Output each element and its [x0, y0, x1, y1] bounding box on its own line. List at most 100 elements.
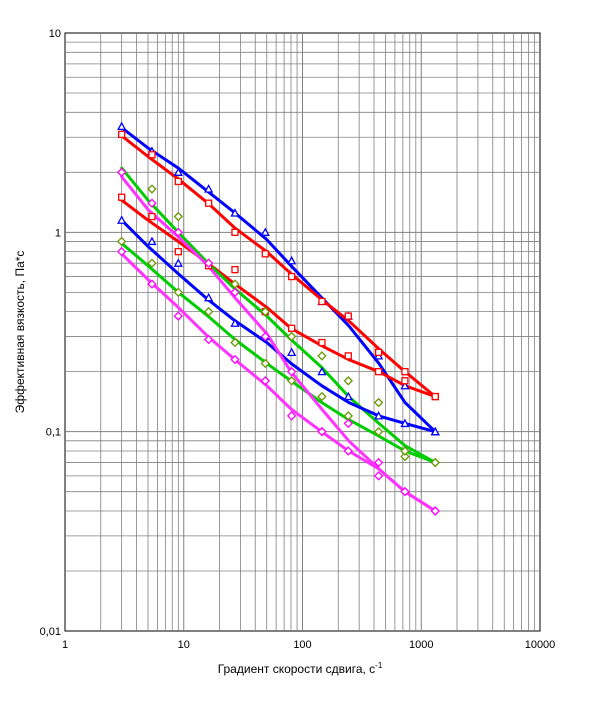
data-point-series-1 [173, 167, 183, 176]
x-tick-labels: 1 10 100 1000 10000 [62, 639, 555, 651]
data-point-series-4 [286, 331, 297, 342]
data-point-series-2 [261, 250, 269, 258]
data-point-series-2 [287, 272, 296, 281]
data-point-series-5 [173, 258, 183, 267]
data-point-series-3 [344, 352, 352, 360]
data-point-series-8 [343, 446, 354, 456]
data-point-series-7 [343, 418, 354, 429]
data-point-series-4 [173, 211, 184, 222]
data-point-series-5 [117, 215, 127, 224]
data-point-series-2 [401, 368, 409, 376]
x-tick-label: 1000 [409, 639, 433, 651]
series-line-2 [120, 134, 437, 399]
data-point-series-7 [286, 366, 297, 377]
data-point-series-7 [230, 287, 240, 298]
data-point-series-8 [430, 506, 440, 516]
data-point-series-7 [260, 331, 271, 342]
x-tick-label: 100 [293, 639, 311, 651]
x-axis-title: Градиент скорости сдвига, с-1 [218, 661, 383, 676]
y-tick-label: 0,01 [40, 626, 61, 638]
x-tick-label: 1 [62, 639, 68, 651]
data-point-series-5 [230, 318, 240, 327]
series-line-8 [120, 252, 437, 513]
data-point-series-4 [343, 376, 354, 386]
data-point-series-5 [374, 411, 384, 420]
data-point-series-3 [287, 324, 296, 332]
series-line-1 [120, 126, 437, 434]
data-point-series-8 [260, 376, 271, 386]
data-point-series-6 [260, 358, 271, 369]
data-point-series-3 [174, 248, 182, 256]
data-point-series-1 [260, 227, 270, 236]
data-point-series-4 [317, 351, 327, 361]
data-point-series-7 [173, 227, 184, 238]
series-line-6 [120, 241, 437, 464]
data-point-series-1 [230, 208, 240, 217]
y-tick-label: 10 [49, 28, 61, 40]
data-point-series-2 [204, 199, 213, 207]
y-tick-labels: 0,01 0,1 1 10 [40, 28, 61, 638]
data-point-series-8 [173, 311, 184, 321]
data-point-series-4 [260, 306, 271, 317]
data-point-series-6 [400, 446, 410, 456]
data-point-series-6 [373, 426, 384, 437]
data-point-series-8 [400, 486, 410, 497]
data-point-series-1 [204, 184, 214, 193]
data-point-series-2 [148, 151, 156, 159]
data-point-series-1 [287, 255, 297, 265]
data-point-series-5 [430, 426, 440, 436]
data-point-series-5 [147, 236, 157, 246]
data-point-series-6 [317, 391, 327, 402]
data-point-series-7 [147, 198, 157, 208]
data-point-series-3 [401, 377, 409, 385]
data-point-series-7 [116, 167, 127, 178]
x-tick-label: 10000 [525, 639, 556, 651]
data-point-series-8 [116, 246, 127, 257]
data-point-series-4 [147, 184, 157, 194]
data-point-series-3 [231, 265, 239, 274]
data-point-series-2 [174, 177, 182, 186]
data-point-series-4 [400, 451, 410, 462]
data-point-series-2 [318, 297, 326, 306]
data-point-series-8 [230, 354, 240, 365]
data-point-series-7 [373, 457, 384, 468]
grid [65, 33, 540, 631]
data-point-series-6 [203, 306, 214, 317]
data-point-series-6 [147, 258, 157, 268]
data-point-series-5 [204, 292, 214, 302]
data-point-series-5 [317, 366, 327, 376]
data-point-series-6 [173, 287, 184, 298]
data-point-series-3 [374, 368, 383, 376]
series-lines [120, 126, 437, 513]
data-point-series-2 [118, 130, 126, 139]
data-point-series-6 [286, 376, 297, 386]
series-markers [116, 121, 440, 516]
series-line-3 [120, 198, 437, 399]
data-point-series-8 [317, 426, 327, 437]
data-point-series-5 [343, 391, 353, 401]
data-point-series-1 [117, 121, 127, 131]
data-point-series-7 [203, 258, 214, 268]
data-point-series-2 [231, 228, 239, 236]
series-line-4 [120, 166, 437, 464]
y-axis-title: Эффективная вязкость, Па*с [13, 251, 27, 414]
data-point-series-4 [373, 397, 384, 408]
x-axis-title-sup: -1 [375, 661, 383, 670]
data-point-series-3 [148, 212, 156, 221]
y-tick-label: 0,1 [46, 427, 61, 439]
data-point-series-8 [286, 411, 297, 421]
data-point-series-1 [400, 380, 410, 390]
x-tick-label: 10 [178, 639, 190, 651]
data-point-series-6 [430, 457, 440, 468]
data-point-series-8 [373, 471, 384, 481]
data-point-series-6 [230, 337, 240, 348]
data-point-series-3 [431, 392, 439, 401]
data-point-series-3 [118, 193, 126, 201]
data-point-series-2 [374, 348, 383, 356]
data-point-series-5 [400, 418, 410, 428]
data-point-series-5 [287, 347, 297, 356]
data-point-series-6 [116, 236, 127, 247]
data-point-series-3 [318, 338, 326, 347]
data-point-series-8 [203, 334, 214, 345]
